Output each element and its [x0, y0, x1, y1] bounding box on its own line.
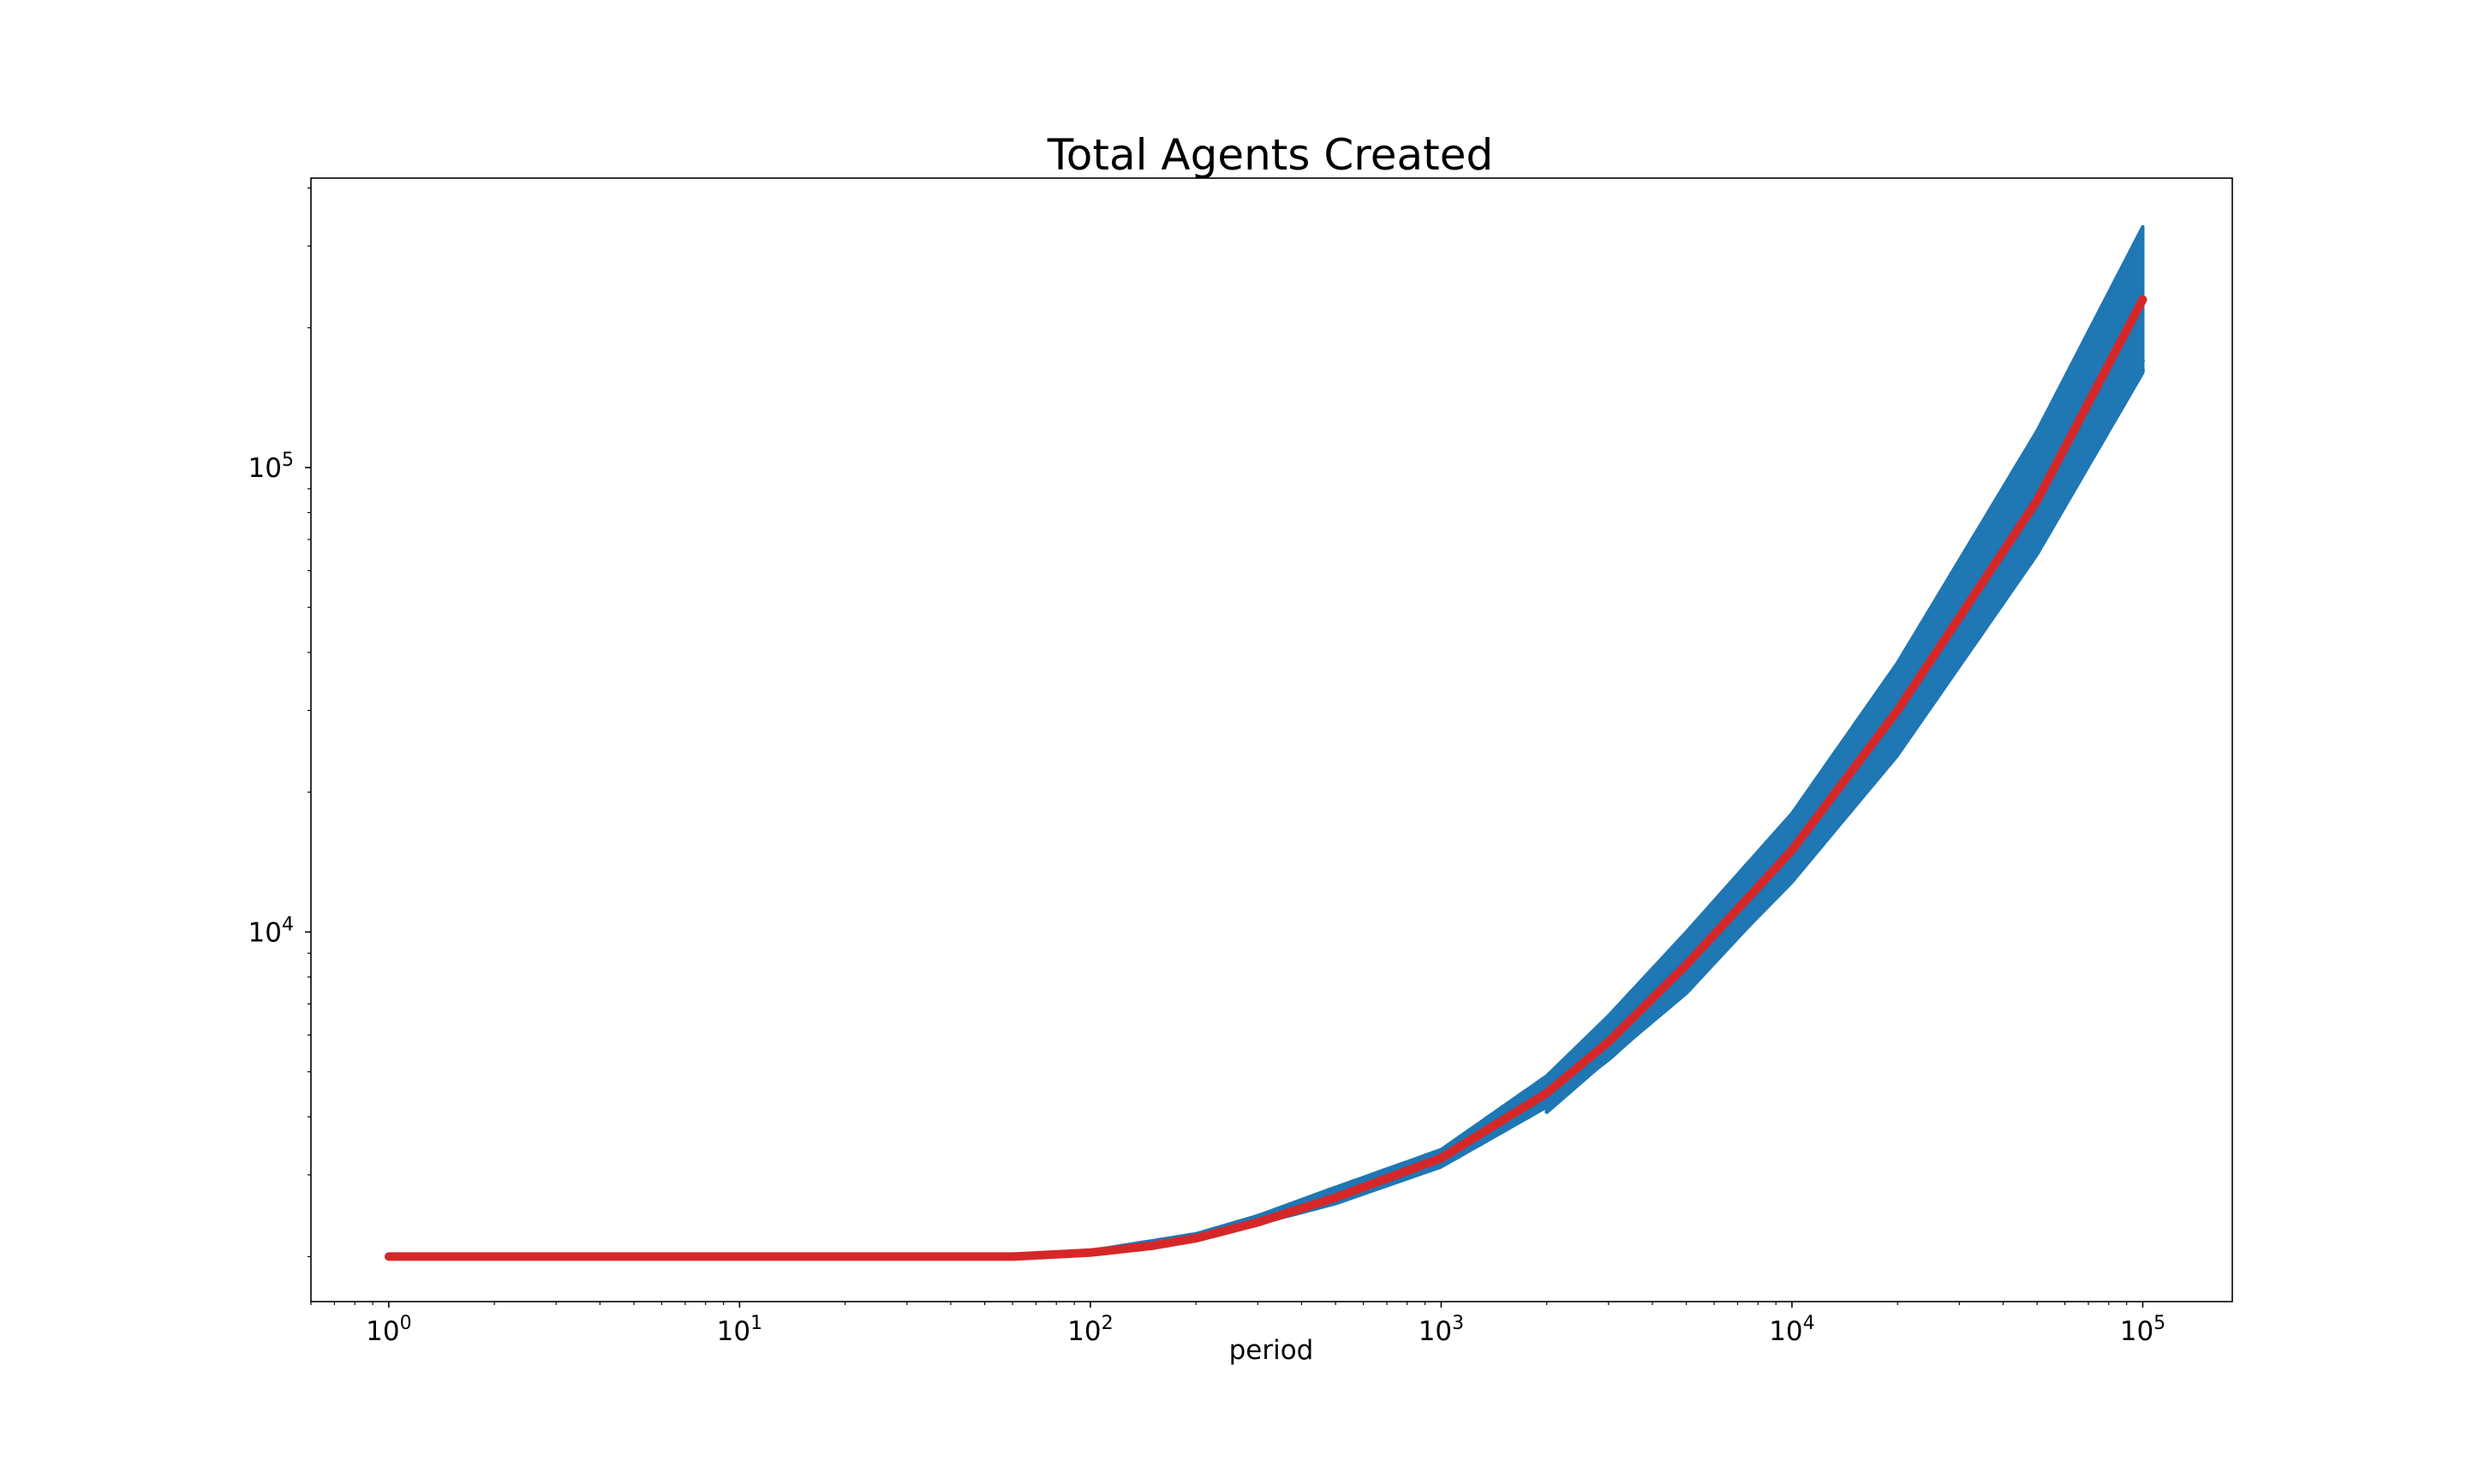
chart-title: Total Agents Created [1047, 130, 1493, 180]
plot-frame [310, 177, 2233, 1302]
plot-area [384, 224, 2147, 1261]
y-axis: 104 105 [248, 187, 311, 1258]
x-tick-label: 101 [717, 1313, 762, 1347]
x-axis: 100 101 102 103 104 105 [310, 1302, 2165, 1347]
outlier-run-line [1544, 358, 2145, 1112]
y-tick-label: 105 [248, 450, 294, 484]
x-tick-label: 102 [1067, 1313, 1113, 1347]
x-tick-label: 103 [1419, 1313, 1464, 1347]
x-tick-label: 100 [366, 1313, 411, 1347]
runs-band [386, 224, 2145, 1259]
outlier-run-line [1544, 367, 2145, 1114]
x-tick-label: 104 [1769, 1313, 1814, 1347]
y-tick-label: 104 [248, 914, 294, 948]
x-tick-label: 105 [2120, 1313, 2165, 1347]
x-axis-label: period [1229, 1335, 1314, 1366]
mean-series-line [384, 295, 2147, 1261]
